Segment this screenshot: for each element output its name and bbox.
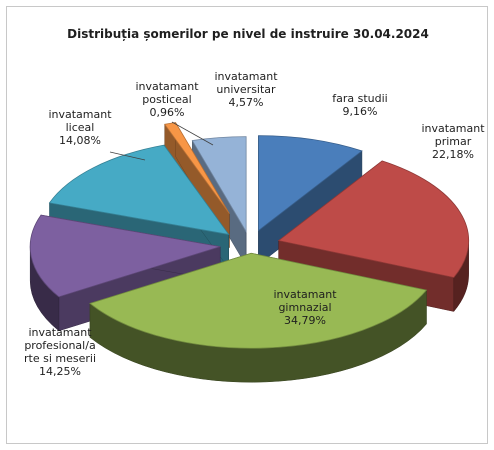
slice-label-3: invatamant profesional/a rte si meserii 14,… bbox=[24, 326, 96, 378]
slice-label-line: fara studii bbox=[332, 92, 387, 105]
slice-label-6: invatamant universitar 4,57% bbox=[214, 70, 278, 109]
slice-label-5: invatamant posticeal 0,96% bbox=[135, 80, 199, 119]
slice-label-line: 4,57% bbox=[229, 96, 264, 109]
slice-label-line: gimnazial bbox=[278, 301, 331, 314]
pie-slice-top-1 bbox=[277, 160, 470, 278]
slice-labels: fara studii 9,16%invatamant primar 22,18%in… bbox=[24, 70, 485, 378]
slice-label-0: fara studii 9,16% bbox=[332, 92, 387, 118]
chart-title: Distribuția șomerilor pe nivel de instru… bbox=[67, 27, 429, 41]
slice-label-line: 14,25% bbox=[39, 365, 81, 378]
slice-label-line: invatamant bbox=[214, 70, 278, 83]
slice-label-line: invatamant bbox=[48, 108, 112, 121]
slice-label-line: primar bbox=[435, 135, 472, 148]
slice-label-line: invatamant bbox=[421, 122, 485, 135]
slice-label-line: invatamant bbox=[28, 326, 92, 339]
leader-line-0 bbox=[171, 121, 214, 146]
slice-label-line: liceal bbox=[66, 121, 95, 134]
pie-slice-top-4 bbox=[48, 144, 230, 236]
pie-slice-top-6 bbox=[191, 136, 247, 234]
pie-slice-top-0 bbox=[258, 135, 363, 232]
pie-slice-top-3 bbox=[29, 214, 221, 298]
slice-label-2: invatamant gimnazial 34,79% bbox=[273, 288, 337, 327]
slice-label-4: invatamant liceal 14,08% bbox=[48, 108, 112, 147]
slice-label-line: invatamant bbox=[273, 288, 337, 301]
slice-label-line: 0,96% bbox=[150, 106, 185, 119]
slice-label-line: 9,16% bbox=[343, 105, 378, 118]
pie-slices bbox=[29, 121, 470, 383]
slice-label-line: invatamant bbox=[135, 80, 199, 93]
slice-label-1: invatamant primar 22,18% bbox=[421, 122, 485, 161]
slice-label-line: profesional/a bbox=[24, 339, 95, 352]
leader-line-1 bbox=[109, 151, 146, 161]
pie-slice-top-5 bbox=[164, 122, 230, 214]
slice-label-line: 14,08% bbox=[59, 134, 101, 147]
slice-label-line: 34,79% bbox=[284, 314, 326, 327]
slice-label-line: posticeal bbox=[142, 93, 191, 106]
slice-label-line: universitar bbox=[216, 83, 276, 96]
pie-slice-top-2 bbox=[89, 252, 428, 349]
slice-label-line: 22,18% bbox=[432, 148, 474, 161]
slice-label-line: rte si meserii bbox=[24, 352, 96, 365]
